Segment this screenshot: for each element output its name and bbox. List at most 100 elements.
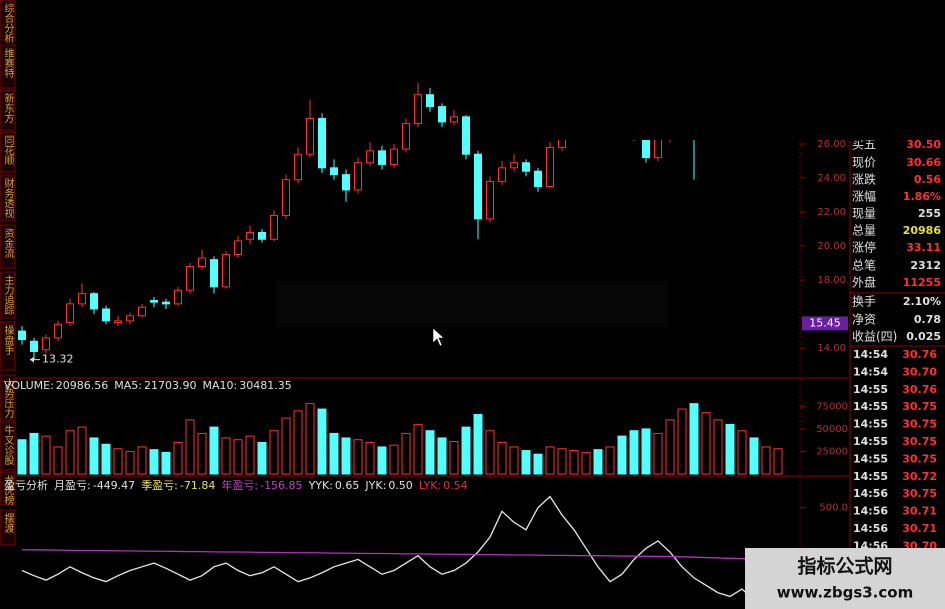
volume-bar xyxy=(89,437,99,475)
tick-price: 30.75 xyxy=(902,452,937,465)
volume-bar xyxy=(413,423,423,475)
sidebar-tab-label[interactable]: 牛叉诊股 xyxy=(2,424,14,466)
volume-bar xyxy=(185,419,195,475)
volume-header-label: MA5: xyxy=(114,379,142,392)
volume-bar xyxy=(509,446,519,475)
quote-label: 现量 xyxy=(852,207,876,221)
candle-body xyxy=(42,337,50,351)
volume-bar xyxy=(677,408,687,475)
volume-bar xyxy=(101,443,111,475)
volume-bar xyxy=(65,430,75,475)
tick-price: 30.71 xyxy=(902,522,937,535)
sidebar-tab xyxy=(0,374,16,421)
low-marker-label: 13.32 xyxy=(42,353,74,366)
sidebar-tab-label[interactable]: 财务透视 xyxy=(2,177,14,219)
indicator-header-label: 季盈亏: xyxy=(141,479,178,492)
tick-time: 14:55 xyxy=(853,470,888,483)
low-arrow xyxy=(30,356,40,363)
candle-body xyxy=(78,293,86,305)
y-tick-label: 26.00 xyxy=(817,139,846,150)
volume-header: VOLUME: 20986.56 MA5: 21703.90 MA10: 30481.35 xyxy=(4,379,292,392)
volume-bar xyxy=(449,441,459,475)
candle-body xyxy=(522,162,530,172)
sidebar-tab xyxy=(0,89,16,131)
volume-bar xyxy=(521,450,531,475)
quote-label: 涨跌 xyxy=(852,172,876,187)
candle-body xyxy=(390,148,398,165)
candle-body xyxy=(654,138,662,159)
volume-bar xyxy=(173,441,183,475)
volume-bar xyxy=(485,430,495,475)
sidebar-tab-label[interactable]: 资金流 xyxy=(2,228,14,259)
sidebar-tab xyxy=(0,224,16,269)
candle-body xyxy=(66,303,74,324)
sidebar-tab-label[interactable]: 龙虎榜 xyxy=(2,474,14,506)
indicator-header-value: 0.50 xyxy=(388,479,413,492)
indicator-title: 盈亏分析 xyxy=(4,478,48,492)
volume-bar xyxy=(725,423,735,475)
cover-box xyxy=(276,281,668,327)
candle-body xyxy=(150,299,158,303)
candle-body xyxy=(222,254,230,288)
candle-body xyxy=(510,162,518,169)
tick-price: 30.72 xyxy=(902,470,937,483)
candle-body xyxy=(90,293,98,310)
quote-label: 收益(四) xyxy=(852,330,897,344)
volume-bar xyxy=(113,448,123,475)
y-tick-label: 20.00 xyxy=(817,241,846,252)
candle-body xyxy=(234,240,242,256)
sidebar-tab xyxy=(0,174,16,221)
candle-body xyxy=(246,231,254,240)
candle-body xyxy=(18,330,26,341)
quote-label: 涨幅 xyxy=(852,189,876,204)
tick-time: 14:55 xyxy=(853,400,888,413)
volume-bar xyxy=(701,412,711,475)
tick-price: 30.75 xyxy=(902,435,937,448)
y-tick-label: 24.00 xyxy=(817,173,846,184)
volume-header-value: 30481.35 xyxy=(239,379,292,392)
volume-bar xyxy=(641,428,651,475)
candle-body xyxy=(162,301,170,305)
sidebar-tab-label[interactable]: 维赛特 xyxy=(2,47,14,78)
volume-header-label: VOLUME: xyxy=(4,379,54,392)
indicator-header-value: -449.47 xyxy=(93,479,135,492)
candle-body xyxy=(114,320,122,324)
candle-body xyxy=(354,162,362,191)
candle-body xyxy=(474,153,482,220)
volume-bar xyxy=(653,432,663,475)
volume-bar xyxy=(41,435,51,475)
sidebar-tab-label[interactable]: 同花顺 xyxy=(2,135,14,166)
quote-value: 2.10% xyxy=(903,295,941,308)
tick-price: 30.75 xyxy=(902,418,937,431)
volume-bar xyxy=(245,435,255,475)
sidebar-tab-label[interactable]: 大势压力 xyxy=(2,377,14,419)
sidebar-tab-label[interactable]: 摆渡 xyxy=(2,512,14,534)
sidebar-tab-label[interactable]: 新东方 xyxy=(2,92,14,124)
candle-body xyxy=(330,167,338,176)
quote-label: 买五 xyxy=(852,138,876,152)
volume-bar xyxy=(713,419,723,475)
volume-bar xyxy=(197,432,207,475)
indicator-header: 盈亏分析 月盈亏: -449.47 季盈亏: -71.84 年盈亏: -156.85 YYK:… xyxy=(4,478,468,492)
y-tick-label: 18.00 xyxy=(817,275,846,286)
volume-bar xyxy=(209,426,219,475)
y-tick-label: 75000 xyxy=(816,401,848,412)
sidebar-tab-label[interactable]: 主力追踪 xyxy=(2,275,14,316)
watermark-box xyxy=(745,548,945,609)
volume-bar xyxy=(629,430,639,475)
indicator-header-value: -156.85 xyxy=(260,479,302,492)
price-tag-box xyxy=(802,316,848,331)
candle-body xyxy=(450,116,458,123)
indicator-line xyxy=(22,549,779,561)
tick-time: 14:55 xyxy=(853,435,888,448)
y-tick-label: 500.0 xyxy=(819,503,848,514)
sidebar-tab-label[interactable]: 综合分析 xyxy=(2,2,14,44)
sidebar-tab-label[interactable]: 操盘手 xyxy=(2,324,14,356)
quote-label: 涨停 xyxy=(852,240,876,255)
candle-body xyxy=(126,315,134,322)
quote-value: 255 xyxy=(918,207,941,220)
quote-value: 11255 xyxy=(903,276,941,289)
quote-label: 外盘 xyxy=(852,275,876,290)
volume-bar xyxy=(233,439,243,475)
